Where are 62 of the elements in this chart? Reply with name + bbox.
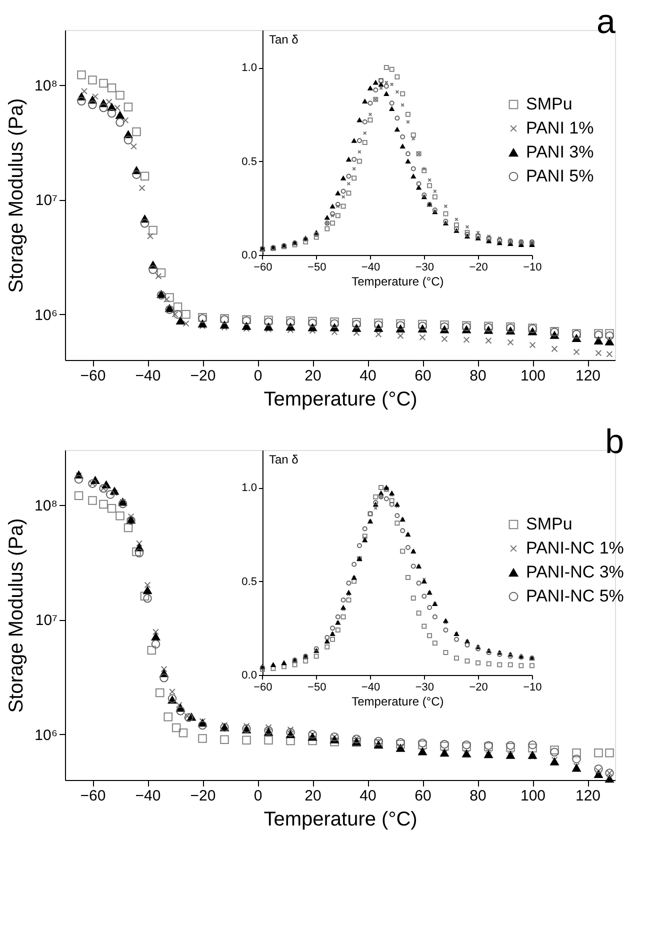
x-tick-label: −60	[254, 262, 272, 274]
x-tick-label: −60	[254, 682, 272, 694]
y-tick-label: 10⁷	[35, 192, 58, 210]
x-tick-label: −20	[190, 368, 216, 384]
legend-label: PANI-NC 5%	[526, 586, 624, 606]
x-tick-label: −60	[80, 788, 106, 804]
x-tick-label: −40	[361, 262, 380, 274]
x-tick-label: 0	[254, 788, 262, 804]
y-tick-label: 10⁶	[34, 306, 58, 324]
x-tick-label: −30	[415, 262, 434, 274]
y-axis-title: Storage Modulus (Pa)	[5, 98, 28, 293]
x-axis-title: Temperature (°C)	[264, 388, 418, 410]
legend-label: PANI 3%	[526, 142, 594, 162]
legend-label: PANI-NC 1%	[526, 538, 624, 558]
x-tick-label: −30	[415, 682, 434, 694]
x-tick-label: 60	[414, 788, 432, 804]
y-tick-label: 10⁶	[34, 726, 58, 744]
y-tick-label: 10⁸	[34, 497, 58, 514]
x-tick-label: −50	[308, 262, 326, 274]
x-tick-label: 40	[360, 788, 376, 804]
legend-label: PANI 1%	[526, 118, 594, 138]
x-tick-label: −40	[135, 788, 161, 804]
x-axis-title: Temperature (°C)	[264, 808, 418, 830]
y-axis-title: Tan δ	[268, 452, 299, 466]
x-tick-label: −60	[80, 368, 106, 384]
x-tick-label: 80	[470, 788, 486, 804]
y-axis-title: Storage Modulus (Pa)	[5, 518, 28, 713]
y-tick-label: 1.0	[242, 482, 257, 494]
y-tick-label: 1.0	[242, 62, 257, 74]
y-tick-label: 0.0	[242, 670, 257, 682]
x-tick-label: −10	[523, 262, 542, 274]
x-tick-label: 100	[520, 368, 546, 384]
x-tick-label: 20	[304, 788, 322, 804]
legend-label: PANI 5%	[526, 166, 594, 186]
x-tick-label: −40	[361, 682, 380, 694]
x-tick-label: 120	[575, 788, 601, 804]
x-tick-label: 0	[254, 368, 262, 384]
x-tick-label: 100	[520, 788, 546, 804]
y-tick-label: 10⁸	[34, 77, 58, 94]
chart-title: b	[605, 423, 624, 461]
x-tick-label: 60	[414, 368, 432, 384]
legend-label: SMPu	[526, 94, 572, 114]
y-tick-label: 0.5	[242, 576, 257, 588]
y-tick-label: 0.0	[242, 250, 257, 262]
x-tick-label: −10	[523, 682, 542, 694]
x-tick-label: 20	[304, 368, 322, 384]
y-tick-label: 10⁷	[35, 612, 58, 630]
chart-title: a	[596, 3, 616, 41]
x-axis-title: Temperature (°C)	[352, 694, 444, 709]
x-tick-label: −20	[469, 262, 488, 274]
x-tick-label: −20	[469, 682, 488, 694]
legend-label: SMPu	[526, 514, 572, 534]
x-tick-label: −50	[308, 682, 326, 694]
legend-label: PANI-NC 3%	[526, 562, 624, 582]
x-tick-label: 40	[360, 368, 376, 384]
y-tick-label: 0.5	[242, 156, 257, 168]
y-axis-title: Tan δ	[268, 32, 299, 46]
x-tick-label: 80	[470, 368, 486, 384]
x-tick-label: −40	[135, 368, 161, 384]
x-tick-label: −20	[190, 788, 216, 804]
x-axis-title: Temperature (°C)	[352, 274, 444, 289]
x-tick-label: 120	[575, 368, 601, 384]
